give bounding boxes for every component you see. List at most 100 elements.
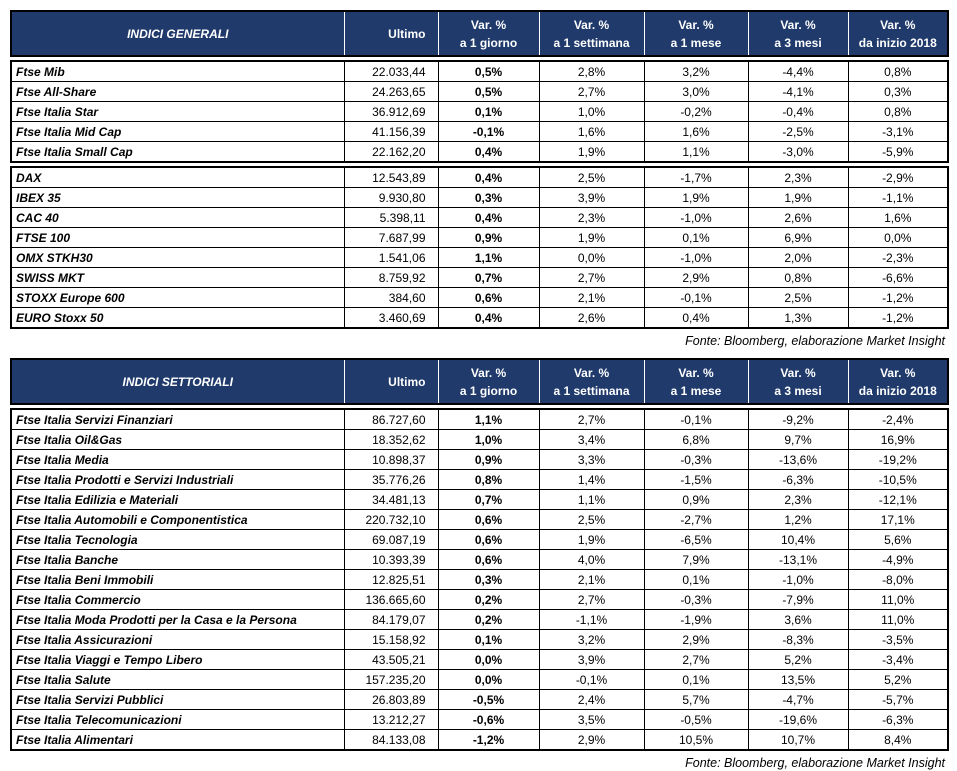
cell-value: -9,2% — [747, 408, 849, 430]
cell-value: 2,9% — [538, 729, 645, 751]
index-name: Ftse Italia Salute — [10, 669, 345, 690]
cell-value: -13,6% — [747, 449, 849, 470]
cell-value: 13.212,27 — [343, 709, 439, 730]
cell-value: -3,0% — [747, 141, 849, 163]
cell-value: 18.352,62 — [343, 429, 439, 450]
table-row: FTSE 100 7.687,99 0,9% 1,9% 0,1% 6,9% 0,0% — [10, 227, 949, 248]
cell-value: -1,5% — [643, 469, 749, 490]
table-row: Ftse Italia Servizi Finanziari 86.727,60 1… — [10, 408, 949, 430]
header-cell: Var. % da inizio 2018 — [847, 358, 949, 405]
source-note: Fonte: Bloomberg, elaborazione Market In… — [685, 756, 945, 770]
cell-value: 384,60 — [343, 287, 439, 308]
cell-value: 10,5% — [643, 729, 749, 751]
cell-value: 2,4% — [538, 689, 645, 710]
cell-value: 1,0% — [538, 101, 645, 122]
header-text: a 3 mesi — [774, 383, 822, 398]
cell-value: 0,8% — [847, 60, 949, 82]
cell-value: 2,7% — [643, 649, 749, 670]
table-row: Ftse Italia Alimentari 84.133,08 -1,2% 2,9%… — [10, 729, 949, 751]
header-text: Ultimo — [388, 374, 426, 389]
cell-value: 35.776,26 — [343, 469, 439, 490]
cell-value: 0,6% — [437, 529, 540, 550]
cell-value: 0,7% — [437, 489, 540, 510]
table-row: STOXX Europe 600 384,60 0,6% 2,1% -0,1% 2,5% -… — [10, 287, 949, 308]
cell-value: -4,1% — [747, 81, 849, 102]
cell-value: 41.156,39 — [343, 121, 439, 142]
cell-value: 1,1% — [437, 408, 540, 430]
cell-value: 3.460,69 — [343, 307, 439, 329]
cell-value: 0,9% — [437, 227, 540, 248]
index-name: Ftse Italia Banche — [10, 549, 345, 570]
cell-value: 2,9% — [643, 267, 749, 288]
cell-value: 10.898,37 — [343, 449, 439, 470]
index-name: Ftse Italia Small Cap — [10, 141, 345, 163]
cell-value: 0,4% — [437, 166, 540, 188]
header-text: INDICI SETTORIALI — [122, 374, 233, 389]
cell-value: 26.803,89 — [343, 689, 439, 710]
table-row: Ftse Italia Tecnologia 69.087,19 0,6% 1,9% -… — [10, 529, 949, 550]
cell-value: 2,1% — [538, 569, 645, 590]
cell-value: 2,5% — [538, 166, 645, 188]
index-name: Ftse Italia Oil&Gas — [10, 429, 345, 450]
cell-value: 2,6% — [538, 307, 645, 329]
cell-value: 3,9% — [538, 187, 645, 208]
cell-value: 1,9% — [538, 227, 645, 248]
index-name: EURO Stoxx 50 — [10, 307, 345, 329]
cell-value: 0,1% — [643, 227, 749, 248]
cell-value: 12.825,51 — [343, 569, 439, 590]
cell-value: 9.930,80 — [343, 187, 439, 208]
cell-value: 0,3% — [437, 187, 540, 208]
header-text: Var. % — [470, 17, 507, 32]
header-text: Var. % — [678, 365, 714, 380]
index-name: DAX — [10, 166, 345, 188]
header-text: a 1 giorno — [459, 383, 518, 398]
cell-value: 0,0% — [437, 669, 540, 690]
index-name: Ftse Italia Commercio — [10, 589, 345, 610]
cell-value: 1,9% — [538, 141, 645, 163]
cell-value: 69.087,19 — [343, 529, 439, 550]
cell-value: 12.543,89 — [343, 166, 439, 188]
header-cell: Ultimo — [343, 358, 439, 405]
cell-value: 0,4% — [437, 207, 540, 228]
table-row: SWISS MKT 8.759,92 0,7% 2,7% 2,9% 0,8% -6,6% — [10, 267, 949, 288]
cell-value: -6,5% — [643, 529, 749, 550]
cell-value: 0,8% — [437, 469, 540, 490]
cell-value: 2,1% — [538, 287, 645, 308]
cell-value: 2,9% — [643, 629, 749, 650]
index-name: Ftse Italia Beni Immobili — [10, 569, 345, 590]
header-cell: Var. % a 3 mesi — [747, 10, 849, 57]
cell-value: 2,3% — [538, 207, 645, 228]
cell-value: 22.033,44 — [343, 60, 439, 82]
header-table: INDICI GENERALI Ultimo Var. % a 1 giorno Var… — [10, 10, 949, 57]
index-name: Ftse Italia Servizi Finanziari — [10, 408, 345, 430]
cell-value: 10.393,39 — [343, 549, 439, 570]
cell-value: -1,2% — [437, 729, 540, 751]
cell-value: 0,1% — [643, 669, 749, 690]
cell-value: 6,8% — [643, 429, 749, 450]
index-name: Ftse Italia Viaggi e Tempo Libero — [10, 649, 345, 670]
cell-value: 15.158,92 — [343, 629, 439, 650]
index-name: Ftse Italia Mid Cap — [10, 121, 345, 142]
header-row: INDICI SETTORIALI Ultimo Var. % a 1 giorno V… — [10, 358, 949, 405]
index-name: OMX STKH30 — [10, 247, 345, 268]
cell-value: -13,1% — [747, 549, 849, 570]
row-group: Ftse Italia Servizi Finanziari 86.727,60 1… — [10, 408, 949, 751]
header-text: Var. % — [780, 17, 816, 32]
cell-value: 1,2% — [747, 509, 849, 530]
cell-value: -0,1% — [643, 287, 749, 308]
cell-value: 0,2% — [437, 589, 540, 610]
cell-value: -10,5% — [847, 469, 949, 490]
cell-value: 11,0% — [847, 609, 949, 630]
cell-value: -2,9% — [847, 166, 949, 188]
index-name: Ftse All-Share — [10, 81, 345, 102]
cell-value: -1,2% — [847, 307, 949, 329]
cell-value: -0,1% — [643, 408, 749, 430]
header-cell: Var. % a 1 settimana — [538, 10, 645, 57]
cell-value: 13,5% — [747, 669, 849, 690]
header-text: a 1 mese — [670, 35, 722, 50]
cell-value: -1,7% — [643, 166, 749, 188]
cell-value: 0,0% — [437, 649, 540, 670]
header-cell: Var. % a 1 mese — [643, 10, 749, 57]
table-row: Ftse Italia Servizi Pubblici 26.803,89 -0,… — [10, 689, 949, 710]
